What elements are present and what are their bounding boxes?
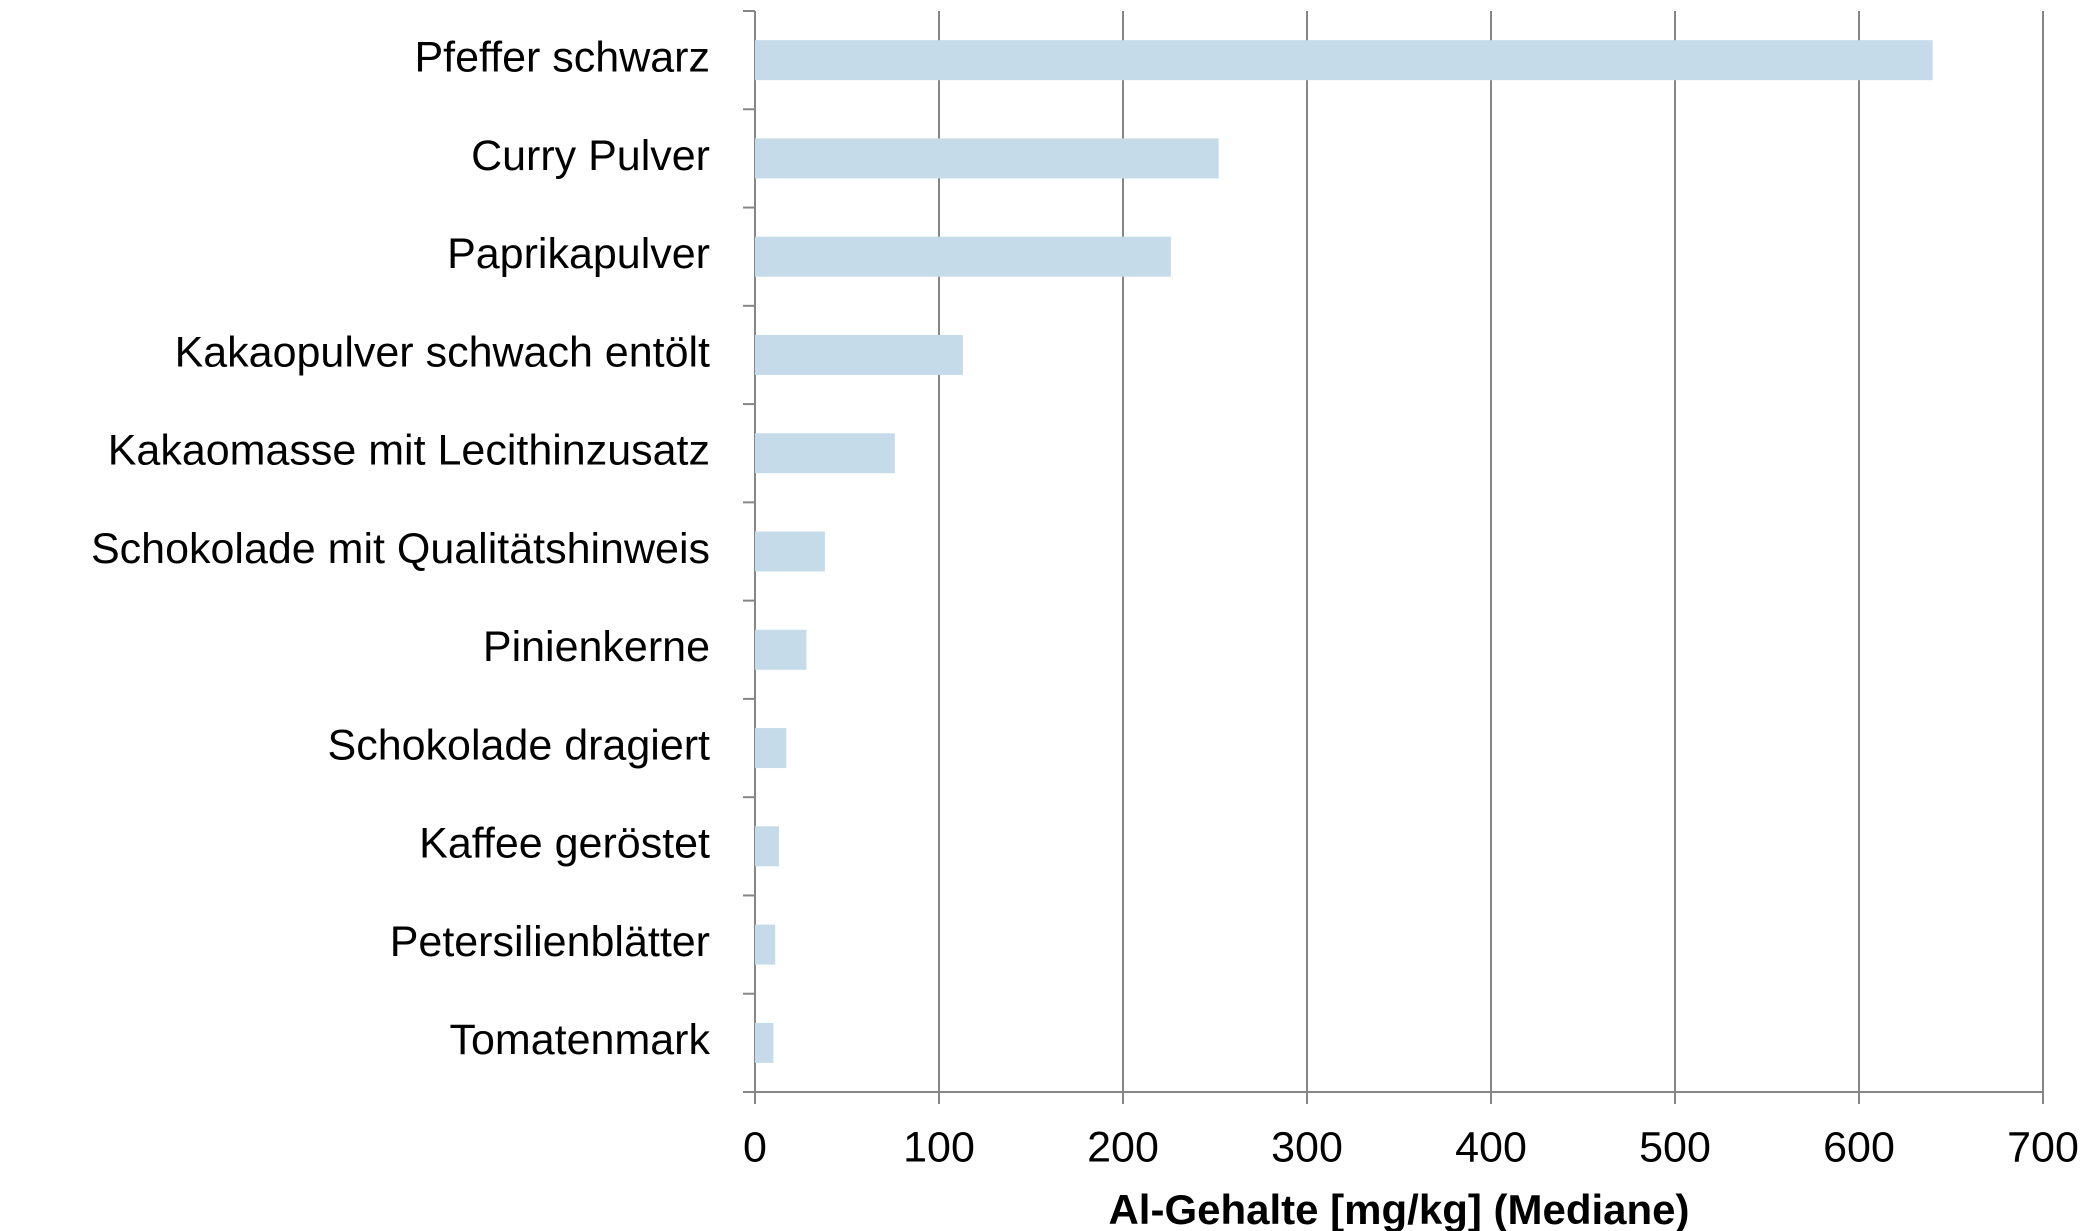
y-tick-label: Kakaopulver schwach entölt (175, 328, 710, 376)
y-tick-label: Paprikapulver (447, 230, 710, 278)
x-tick-label: 700 (2007, 1123, 2079, 1171)
y-tick-label: Schokolade dragiert (328, 721, 711, 769)
x-tick-label: 500 (1639, 1123, 1711, 1171)
bar (755, 433, 895, 474)
bar (755, 236, 1171, 277)
x-tick-label: 200 (1087, 1123, 1159, 1171)
bar (755, 531, 825, 572)
bar (755, 629, 807, 670)
x-tick-label: 0 (743, 1123, 767, 1171)
bar (755, 728, 787, 769)
y-tick-label: Tomatenmark (450, 1016, 711, 1064)
x-tick-label: 300 (1271, 1123, 1343, 1171)
y-tick-label: Pfeffer schwarz (414, 33, 710, 81)
bar (755, 826, 779, 867)
y-tick-label: Schokolade mit Qualitätshinweis (91, 525, 710, 573)
bar (755, 40, 1933, 81)
x-axis-title: Al-Gehalte [mg/kg] (Mediane) (1108, 1186, 1689, 1231)
y-tick-label: Kakaomasse mit Lecithinzusatz (108, 427, 710, 475)
x-tick-label: 600 (1823, 1123, 1895, 1171)
bar (755, 138, 1219, 179)
y-tick-label: Pinienkerne (483, 623, 710, 671)
y-tick-label: Petersilienblätter (390, 918, 710, 966)
x-tick-label: 100 (903, 1123, 975, 1171)
x-tick-label: 400 (1455, 1123, 1527, 1171)
bar (755, 334, 963, 375)
bar (755, 1022, 774, 1063)
y-tick-label: Kaffee geröstet (419, 820, 710, 868)
y-tick-label: Curry Pulver (471, 132, 710, 180)
bar (755, 924, 776, 965)
